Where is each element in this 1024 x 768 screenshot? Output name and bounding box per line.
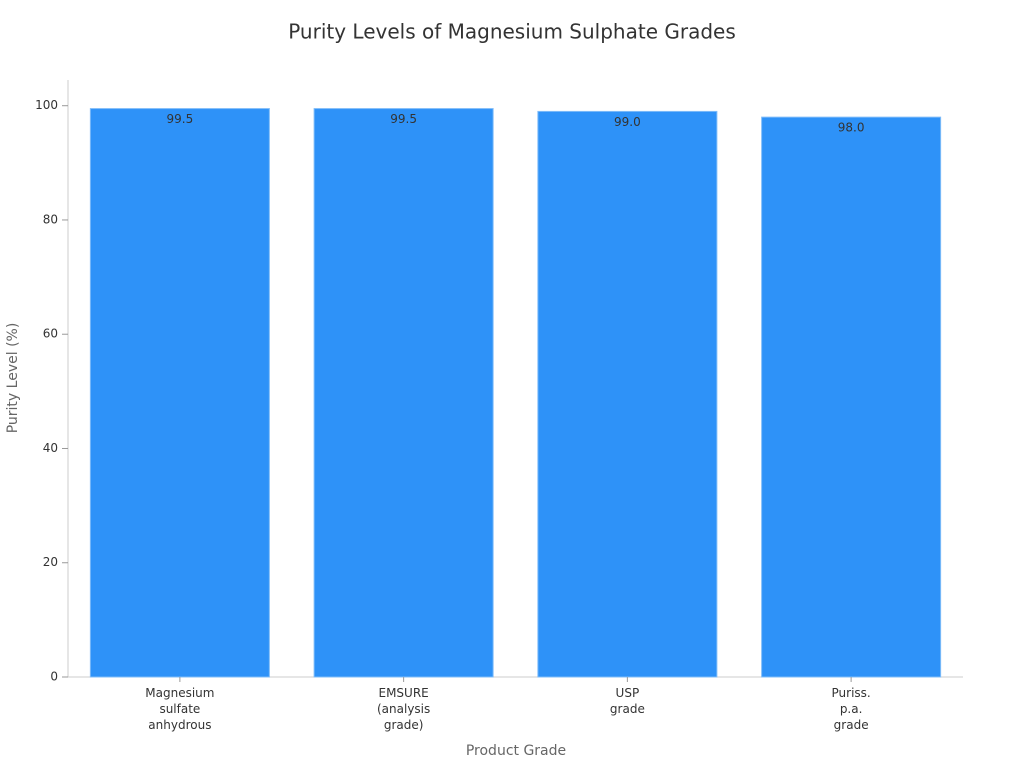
- x-tick-label-line: anhydrous: [148, 718, 211, 732]
- value-label: 99.5: [167, 112, 194, 126]
- x-axis-label: Product Grade: [466, 743, 566, 759]
- x-tick-label-line: USP: [616, 686, 640, 700]
- x-tick-label: EMSURE (analysis grade): [377, 686, 430, 732]
- bar: [313, 108, 494, 678]
- x-tick-label-line: grade: [834, 718, 869, 732]
- x-tick-label-line: (analysis: [377, 702, 430, 716]
- x-tick-label-line: p.a.: [840, 702, 863, 716]
- value-label: 98.0: [838, 121, 865, 135]
- bar: [89, 108, 270, 678]
- x-tick-label-line: grade: [610, 702, 645, 716]
- y-tick-label: 80: [43, 212, 58, 226]
- chart-title: Purity Levels of Magnesium Sulphate Grad…: [288, 20, 736, 44]
- x-tick-label-line: Magnesium: [145, 686, 214, 700]
- y-axis-label: Purity Level (%): [5, 323, 21, 434]
- bar: [537, 110, 718, 678]
- bar: [761, 116, 942, 678]
- y-tick-label: 60: [43, 327, 58, 341]
- y-tick-label: 0: [50, 670, 58, 684]
- x-tick-label: USP grade: [610, 686, 645, 716]
- x-tick-label-line: Puriss.: [832, 686, 871, 700]
- x-tick-label-line: sulfate: [159, 702, 200, 716]
- x-tick-label-line: grade): [384, 718, 424, 732]
- y-tick-label: 100: [35, 98, 58, 112]
- x-tick-label: Puriss. p.a. grade: [832, 686, 871, 732]
- value-label: 99.0: [614, 115, 641, 129]
- y-tick-label: 20: [43, 555, 58, 569]
- y-tick-label: 40: [43, 441, 58, 455]
- x-tick-label-line: EMSURE: [378, 686, 428, 700]
- value-label: 99.5: [390, 112, 417, 126]
- x-tick-label: Magnesium sulfate anhydrous: [145, 686, 214, 732]
